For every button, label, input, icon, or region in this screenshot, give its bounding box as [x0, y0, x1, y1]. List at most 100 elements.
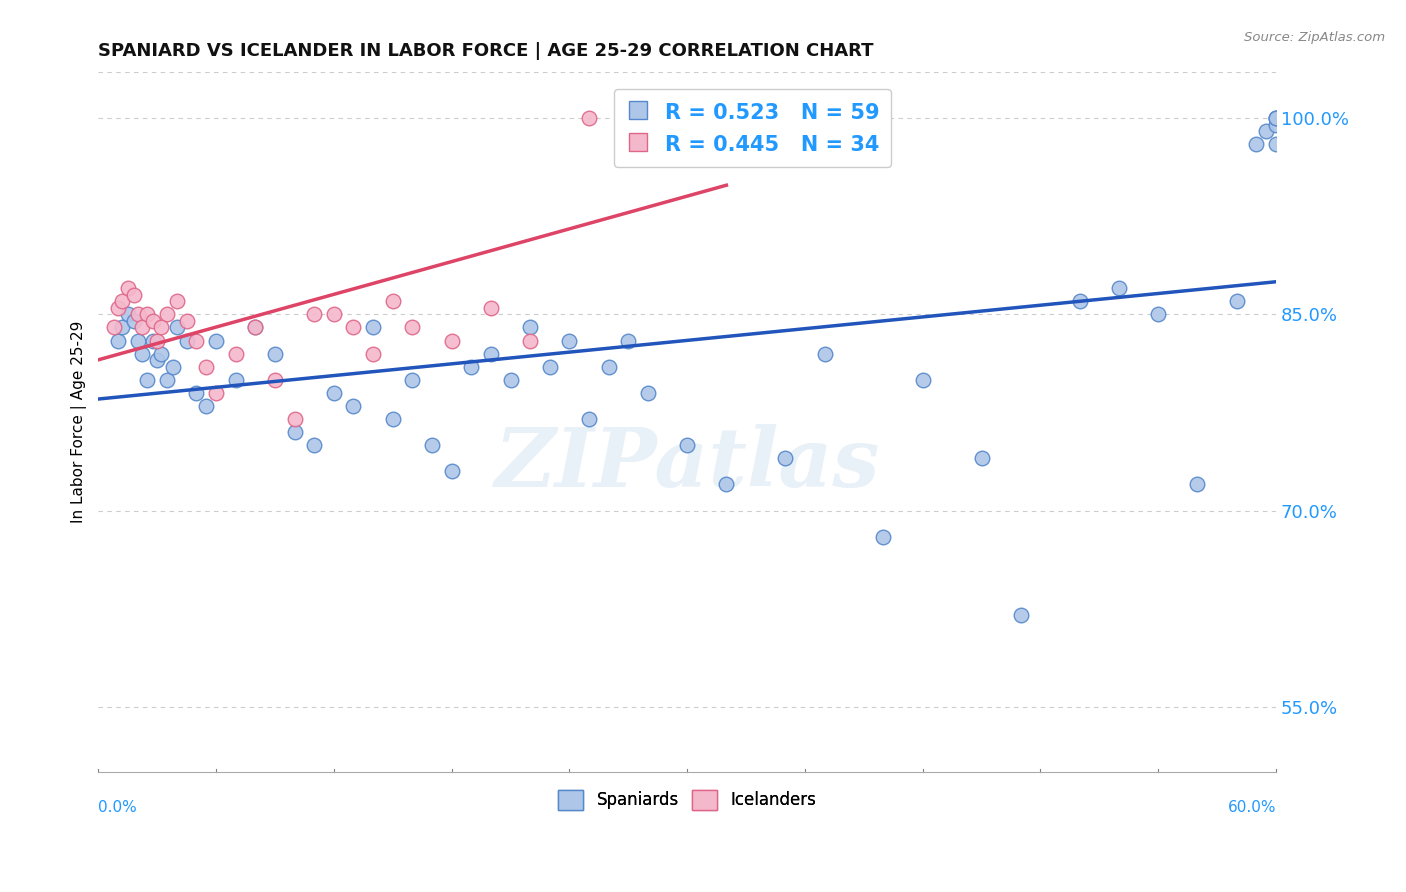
Point [150, 346, 173, 360]
Point [676, 112, 699, 126]
Point [637, 385, 659, 400]
Point [813, 346, 835, 360]
Point [499, 373, 522, 387]
Point [361, 320, 384, 334]
Point [578, 412, 600, 426]
Point [361, 346, 384, 360]
Point [166, 320, 188, 334]
Point [225, 373, 247, 387]
Point [186, 385, 208, 400]
Point [127, 307, 149, 321]
Point [598, 359, 620, 374]
Point [1108, 281, 1130, 295]
Point [264, 373, 287, 387]
Point [578, 112, 600, 126]
Point [322, 385, 344, 400]
Text: SPANIARD VS ICELANDER IN LABOR FORCE | AGE 25-29 CORRELATION CHART: SPANIARD VS ICELANDER IN LABOR FORCE | A… [98, 42, 875, 60]
Point [716, 112, 738, 126]
Point [131, 346, 153, 360]
Text: 0.0%: 0.0% [98, 800, 138, 815]
Point [1265, 118, 1288, 132]
Point [342, 399, 364, 413]
Point [304, 438, 326, 452]
Point [479, 301, 502, 315]
Point [342, 320, 364, 334]
Point [970, 451, 993, 466]
Point [284, 412, 307, 426]
Point [205, 385, 228, 400]
Point [245, 320, 267, 334]
Point [131, 320, 153, 334]
Point [716, 477, 738, 491]
Point [103, 320, 125, 334]
Point [156, 307, 179, 321]
Point [676, 438, 699, 452]
Point [775, 451, 797, 466]
Point [420, 438, 443, 452]
Point [176, 334, 198, 348]
Point [1226, 294, 1249, 309]
Text: 60.0%: 60.0% [1227, 800, 1277, 815]
Point [1010, 608, 1032, 623]
Point [146, 353, 169, 368]
Point [122, 314, 145, 328]
Y-axis label: In Labor Force | Age 25-29: In Labor Force | Age 25-29 [72, 321, 87, 524]
Point [284, 425, 307, 439]
Point [195, 399, 218, 413]
Point [322, 307, 344, 321]
Point [479, 346, 502, 360]
Point [195, 359, 218, 374]
Point [1187, 477, 1209, 491]
Point [1147, 307, 1170, 321]
Point [304, 307, 326, 321]
Point [381, 294, 404, 309]
Text: ZIPatlas: ZIPatlas [495, 425, 880, 504]
Point [519, 320, 541, 334]
Point [225, 346, 247, 360]
Point [558, 334, 581, 348]
Point [111, 320, 134, 334]
Point [136, 307, 159, 321]
Point [176, 314, 198, 328]
Point [440, 464, 463, 478]
Point [146, 334, 169, 348]
Point [142, 334, 165, 348]
Point [136, 373, 159, 387]
Point [150, 320, 173, 334]
Point [162, 359, 184, 374]
Point [186, 334, 208, 348]
Point [166, 294, 188, 309]
Point [1265, 112, 1288, 126]
Legend: Spaniards, Icelanders: Spaniards, Icelanders [551, 784, 823, 816]
Text: Source: ZipAtlas.com: Source: ZipAtlas.com [1244, 31, 1385, 45]
Point [107, 334, 129, 348]
Point [1265, 112, 1288, 126]
Point [117, 307, 139, 321]
Point [872, 530, 894, 544]
Point [538, 359, 561, 374]
Point [264, 346, 287, 360]
Point [911, 373, 934, 387]
Point [205, 334, 228, 348]
Point [381, 412, 404, 426]
Point [401, 320, 423, 334]
Point [1069, 294, 1091, 309]
Point [156, 373, 179, 387]
Point [401, 373, 423, 387]
Point [107, 301, 129, 315]
Point [111, 294, 134, 309]
Point [1265, 137, 1288, 152]
Point [1265, 112, 1288, 126]
Point [127, 334, 149, 348]
Point [460, 359, 482, 374]
Point [519, 334, 541, 348]
Point [617, 112, 640, 126]
Point [142, 314, 165, 328]
Point [122, 287, 145, 301]
Point [117, 281, 139, 295]
Point [440, 334, 463, 348]
Point [1256, 124, 1278, 138]
Point [1246, 137, 1268, 152]
Point [617, 334, 640, 348]
Point [245, 320, 267, 334]
